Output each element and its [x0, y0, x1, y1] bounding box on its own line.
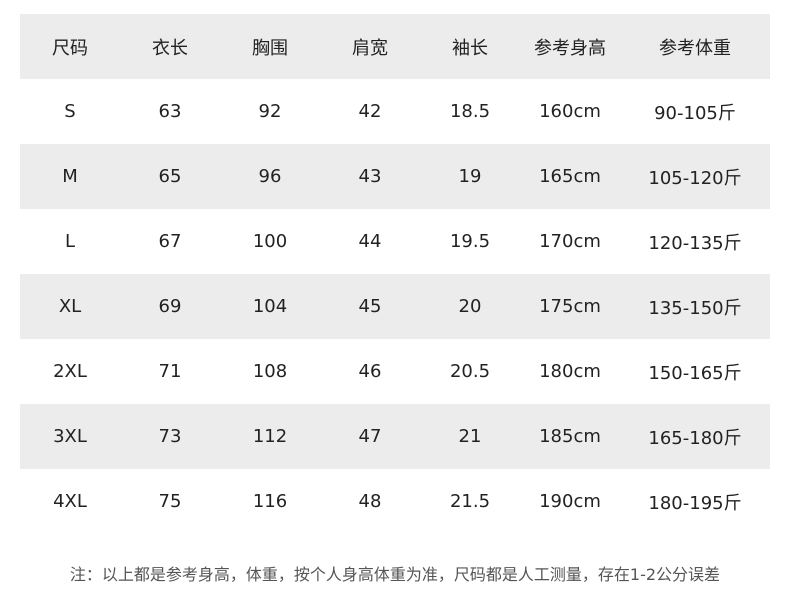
table-cell: 19	[458, 166, 482, 187]
column-header: 胸围	[252, 37, 288, 59]
table-cell: 92	[258, 101, 282, 122]
table-cell: 47	[358, 426, 382, 447]
table-cell: 90-105斤	[654, 102, 736, 124]
column-header: 尺码	[52, 37, 88, 59]
table-cell: 104	[252, 296, 288, 317]
table-cell: S	[64, 101, 76, 122]
size-chart-table: 尺码 衣长 胸围 肩宽 袖长 参考身高 参考体重 S 63 92 42 18.5 160cm 90-105…	[20, 14, 770, 534]
table-cell: 3XL	[53, 426, 87, 447]
table-cell: 96	[258, 166, 282, 187]
table-cell: 165cm	[539, 166, 601, 187]
column-header: 衣长	[152, 37, 188, 59]
table-row: S 63 92 42 18.5 160cm 90-105斤	[20, 79, 770, 144]
table-cell: 175cm	[539, 296, 601, 317]
table-row: M 65 96 43 19 165cm 105-120斤	[20, 144, 770, 209]
table-cell: 20.5	[449, 361, 491, 382]
column-header: 参考体重	[659, 37, 731, 59]
table-cell: 150-165斤	[648, 362, 742, 384]
table-cell: 112	[252, 426, 288, 447]
table-cell: XL	[58, 296, 82, 317]
table-cell: 73	[158, 426, 182, 447]
column-header: 参考身高	[534, 37, 606, 59]
table-cell: 105-120斤	[648, 167, 742, 189]
table-cell: 20	[458, 296, 482, 317]
table-cell: 43	[358, 166, 382, 187]
table-cell: 21	[458, 426, 482, 447]
table-cell: 48	[358, 491, 382, 512]
table-cell: 18.5	[449, 101, 491, 122]
table-cell: 42	[358, 101, 382, 122]
table-cell: 180cm	[539, 361, 601, 382]
table-cell: 170cm	[539, 231, 601, 252]
table-row: L 67 100 44 19.5 170cm 120-135斤	[20, 209, 770, 274]
table-row: 3XL 73 112 47 21 185cm 165-180斤	[20, 404, 770, 469]
table-cell: 160cm	[539, 101, 601, 122]
table-cell: 19.5	[449, 231, 491, 252]
table-cell: 180-195斤	[648, 492, 742, 514]
table-cell: 75	[158, 491, 182, 512]
table-cell: 71	[158, 361, 182, 382]
table-cell: M	[62, 166, 78, 187]
table-cell: 108	[252, 361, 288, 382]
table-cell: 4XL	[53, 491, 87, 512]
table-row: 4XL 75 116 48 21.5 190cm 180-195斤	[20, 469, 770, 534]
footnote: 注：以上都是参考身高，体重，按个人身高体重为准，尺码都是人工测量，存在1-2公分…	[69, 565, 721, 584]
column-header: 肩宽	[352, 37, 388, 59]
table-cell: 44	[358, 231, 382, 252]
table-cell: 69	[158, 296, 182, 317]
table-cell: 63	[158, 101, 182, 122]
table-row: 2XL 71 108 46 20.5 180cm 150-165斤	[20, 339, 770, 404]
column-header: 袖长	[452, 37, 488, 59]
table-cell: 100	[252, 231, 288, 252]
table-cell: 190cm	[539, 491, 601, 512]
table-cell: 65	[158, 166, 182, 187]
table-cell: 2XL	[53, 361, 87, 382]
table-cell: 67	[158, 231, 182, 252]
table-cell: 46	[358, 361, 382, 382]
table-cell: 120-135斤	[648, 232, 742, 254]
table-cell: 116	[252, 491, 288, 512]
table-cell: 185cm	[539, 426, 601, 447]
table-cell: 165-180斤	[648, 427, 742, 449]
header-row: 尺码 衣长 胸围 肩宽 袖长 参考身高 参考体重	[20, 14, 770, 79]
table-cell: L	[64, 231, 76, 252]
table-cell: 21.5	[449, 491, 491, 512]
table-cell: 135-150斤	[648, 297, 742, 319]
table-cell: 45	[358, 296, 382, 317]
table-row: XL 69 104 45 20 175cm 135-150斤	[20, 274, 770, 339]
